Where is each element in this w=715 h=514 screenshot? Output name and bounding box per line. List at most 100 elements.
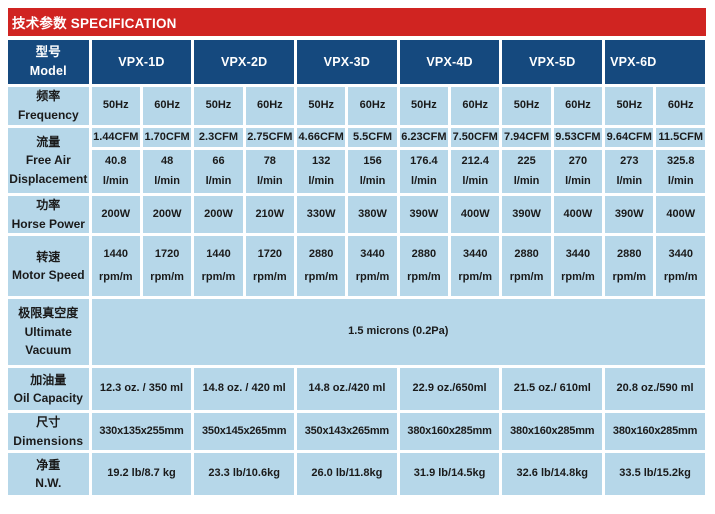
power-cell: 400W <box>656 196 705 234</box>
power-cell: 330W <box>297 196 346 234</box>
frequency-cell: 50Hz <box>399 87 449 125</box>
frequency-cell: 50Hz <box>91 87 140 125</box>
speed-cell: 1440 rpm/m <box>194 236 243 297</box>
cfm-cell: 4.66CFM <box>297 128 346 147</box>
net-weight-cell: 19.2 lb/8.7 kg <box>91 453 192 496</box>
oil-cell: 22.9 oz./650ml <box>399 368 500 411</box>
cfm-cell: 7.50CFM <box>451 128 500 147</box>
frequency-cell: 60Hz <box>451 87 500 125</box>
cfm-cell: 11.5CFM <box>656 128 705 147</box>
net-weight-cell: 32.6 lb/14.8kg <box>502 453 603 496</box>
speed-cell: 2880 rpm/m <box>605 236 654 297</box>
speed-cell: 2880 rpm/m <box>502 236 551 297</box>
row-label-frequency: 频率 Frequency <box>8 87 89 125</box>
speed-cell: 1440 rpm/m <box>91 236 140 297</box>
power-cell: 390W <box>399 196 449 234</box>
cfm-cell: 7.94CFM <box>502 128 551 147</box>
row-frequency: 频率 Frequency 50Hz 60Hz 50Hz 60Hz 50Hz 60… <box>8 87 705 125</box>
frequency-cell: 50Hz <box>194 87 243 125</box>
lmin-cell: 325.8 l/min <box>656 150 705 193</box>
row-label-free-air-displacement: 流量 Free Air Displacement <box>8 128 89 193</box>
power-cell: 380W <box>348 196 397 234</box>
oil-cell: 20.8 oz./590 ml <box>605 368 705 411</box>
cfm-cell: 5.5CFM <box>348 128 397 147</box>
lmin-cell: 40.8 l/min <box>91 150 140 193</box>
speed-cell: 2880 rpm/m <box>399 236 449 297</box>
power-cell: 200W <box>91 196 140 234</box>
lmin-cell: 132 l/min <box>297 150 346 193</box>
frequency-cell: 60Hz <box>656 87 705 125</box>
spec-table: 型号 Model VPX-1D VPX-2D VPX-3D VPX-4D VPX… <box>5 37 708 499</box>
cfm-cell: 1.70CFM <box>142 128 192 147</box>
ultimate-vacuum-cell: 1.5 microns (0.2Pa) <box>91 299 705 366</box>
row-label-ultimate-vacuum: 极限真空度 Ultimate Vacuum <box>8 299 89 366</box>
dimensions-cell: 350x145x265mm <box>194 413 294 451</box>
row-net-weight: 净重 N.W. 19.2 lb/8.7 kg 23.3 lb/10.6kg 26… <box>8 453 705 496</box>
lmin-cell: 273 l/min <box>605 150 654 193</box>
speed-cell: 3440 rpm/m <box>656 236 705 297</box>
lmin-cell: 48 l/min <box>142 150 192 193</box>
power-cell: 200W <box>194 196 243 234</box>
row-label-net-weight: 净重 N.W. <box>8 453 89 496</box>
speed-cell: 1720 rpm/m <box>142 236 192 297</box>
row-label-dimensions: 尺寸 Dimensions <box>8 413 89 451</box>
model-header: VPX-1D <box>91 40 192 84</box>
model-header: VPX-6D <box>605 40 705 84</box>
speed-cell: 1720 rpm/m <box>245 236 294 297</box>
lmin-cell: 212.4 l/min <box>451 150 500 193</box>
oil-cell: 14.8 oz. / 420 ml <box>194 368 294 411</box>
lmin-cell: 176.4 l/min <box>399 150 449 193</box>
frequency-cell: 60Hz <box>553 87 603 125</box>
cfm-cell: 9.53CFM <box>553 128 603 147</box>
row-label-model: 型号 Model <box>8 40 89 84</box>
frequency-cell: 60Hz <box>142 87 192 125</box>
cfm-cell: 1.44CFM <box>91 128 140 147</box>
frequency-cell: 50Hz <box>502 87 551 125</box>
lmin-cell: 78 l/min <box>245 150 294 193</box>
net-weight-cell: 33.5 lb/15.2kg <box>605 453 705 496</box>
frequency-cell: 50Hz <box>297 87 346 125</box>
row-horse-power: 功率 Horse Power 200W 200W 200W 210W 330W … <box>8 196 705 234</box>
row-label-horse-power: 功率 Horse Power <box>8 196 89 234</box>
cfm-cell: 2.3CFM <box>194 128 243 147</box>
row-label-motor-speed: 转速 Motor Speed <box>8 236 89 297</box>
model-header: VPX-4D <box>399 40 500 84</box>
oil-cell: 21.5 oz./ 610ml <box>502 368 603 411</box>
power-cell: 200W <box>142 196 192 234</box>
model-header: VPX-2D <box>194 40 294 84</box>
power-cell: 210W <box>245 196 294 234</box>
lmin-cell: 270 l/min <box>553 150 603 193</box>
frequency-cell: 60Hz <box>245 87 294 125</box>
row-motor-speed: 转速 Motor Speed 1440 rpm/m 1720 rpm/m 144… <box>8 236 705 297</box>
row-lmin: 40.8 l/min 48 l/min 66 l/min 78 l/min 13… <box>8 150 705 193</box>
row-model: 型号 Model VPX-1D VPX-2D VPX-3D VPX-4D VPX… <box>8 40 705 84</box>
dimensions-cell: 380x160x285mm <box>605 413 705 451</box>
net-weight-cell: 23.3 lb/10.6kg <box>194 453 294 496</box>
net-weight-cell: 26.0 lb/11.8kg <box>297 453 397 496</box>
dimensions-cell: 330x135x255mm <box>91 413 192 451</box>
dimensions-cell: 380x160x285mm <box>399 413 500 451</box>
section-title: 技术参数 SPECIFICATION <box>12 16 177 31</box>
speed-cell: 3440 rpm/m <box>348 236 397 297</box>
oil-cell: 12.3 oz. / 350 ml <box>91 368 192 411</box>
lmin-cell: 66 l/min <box>194 150 243 193</box>
cfm-cell: 2.75CFM <box>245 128 294 147</box>
row-oil-capacity: 加油量 Oil Capacity 12.3 oz. / 350 ml 14.8 … <box>8 368 705 411</box>
speed-cell: 2880 rpm/m <box>297 236 346 297</box>
row-label-oil-capacity: 加油量 Oil Capacity <box>8 368 89 411</box>
power-cell: 390W <box>605 196 654 234</box>
frequency-cell: 60Hz <box>348 87 397 125</box>
frequency-cell: 50Hz <box>605 87 654 125</box>
section-title-bar: 技术参数 SPECIFICATION <box>8 8 706 36</box>
row-dimensions: 尺寸 Dimensions 330x135x255mm 350x145x265m… <box>8 413 705 451</box>
cfm-cell: 6.23CFM <box>399 128 449 147</box>
net-weight-cell: 31.9 lb/14.5kg <box>399 453 500 496</box>
row-cfm: 流量 Free Air Displacement 1.44CFM 1.70CFM… <box>8 128 705 193</box>
lmin-cell: 156 l/min <box>348 150 397 193</box>
oil-cell: 14.8 oz./420 ml <box>297 368 397 411</box>
lmin-cell: 225 l/min <box>502 150 551 193</box>
speed-cell: 3440 rpm/m <box>451 236 500 297</box>
model-header: VPX-3D <box>297 40 397 84</box>
speed-cell: 3440 rpm/m <box>553 236 603 297</box>
